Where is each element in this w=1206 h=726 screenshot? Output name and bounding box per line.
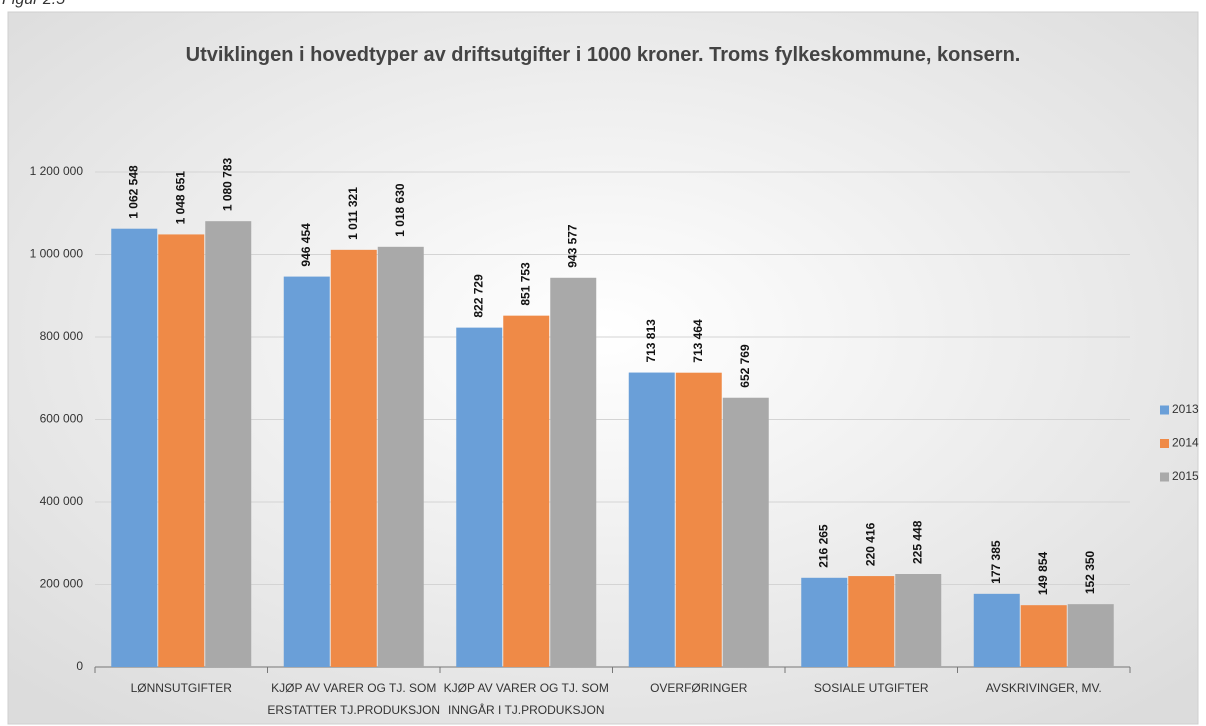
chart-title: Utviklingen i hovedtyper av driftsutgift… [185,44,1021,66]
value-label: 1 048 651 [173,171,187,225]
value-label: 851 753 [518,262,532,306]
bar [377,246,424,667]
bar [330,249,377,668]
x-tick-label: AVSKRIVINGER, MV. [985,681,1102,695]
legend-swatch [1160,439,1169,448]
bar [973,593,1020,667]
bar [628,372,675,667]
value-label: 216 265 [816,524,830,568]
value-label: 152 350 [1083,550,1097,594]
y-tick-label: 200 000 [40,577,84,591]
value-label: 149 854 [1036,551,1050,595]
bar [895,574,942,667]
value-label: 1 011 321 [346,187,360,240]
legend-swatch [1160,405,1169,415]
x-tick-label: KJØP AV VARER OG TJ. SOM ERSTATTER TJ.PR… [267,681,441,717]
value-label: 943 577 [565,224,579,268]
x-tick-label: KJØP AV VARER OG TJ. SOM INNGÅR I TJ.PRO… [443,681,609,717]
y-tick-label: 0 [76,659,83,673]
bar [503,315,550,667]
y-tick-label: 600 000 [40,412,84,426]
bar [1067,604,1114,667]
x-tick-label: OVERFØRINGER [650,681,748,695]
value-label: 822 729 [471,274,485,318]
value-label: 713 464 [691,319,705,363]
bar [283,276,330,667]
figure-label: Figur 2.5 [2,0,65,9]
value-label: 1 080 783 [220,157,234,211]
bar [456,327,503,667]
legend-label: 2014 [1172,436,1199,450]
value-label: 713 813 [644,319,658,363]
bar [205,221,252,668]
bar [801,577,848,667]
bar [1020,605,1067,667]
legend-label: 2015 [1172,469,1199,483]
bar [675,372,722,667]
value-label: 1 062 548 [126,165,140,219]
value-label: 225 448 [910,520,924,564]
value-label: 652 769 [738,344,752,388]
x-tick-label: SOSIALE UTGIFTER [813,681,929,695]
bar [722,397,769,667]
bar [158,234,205,667]
x-tick-label: LØNNSUTGIFTER [130,681,232,695]
bar [111,228,158,667]
value-label: 220 416 [863,522,877,566]
value-label: 946 454 [299,223,313,267]
value-label: 177 385 [989,540,1003,584]
bar [848,576,895,667]
bar [550,277,597,667]
legend-label: 2013 [1172,402,1199,416]
y-tick-label: 1 200 000 [30,164,84,178]
value-label: 1 018 630 [393,183,407,237]
y-tick-label: 400 000 [40,494,84,508]
y-tick-label: 1 000 000 [30,247,84,261]
y-tick-label: 800 000 [40,329,84,343]
legend-swatch [1160,472,1169,482]
